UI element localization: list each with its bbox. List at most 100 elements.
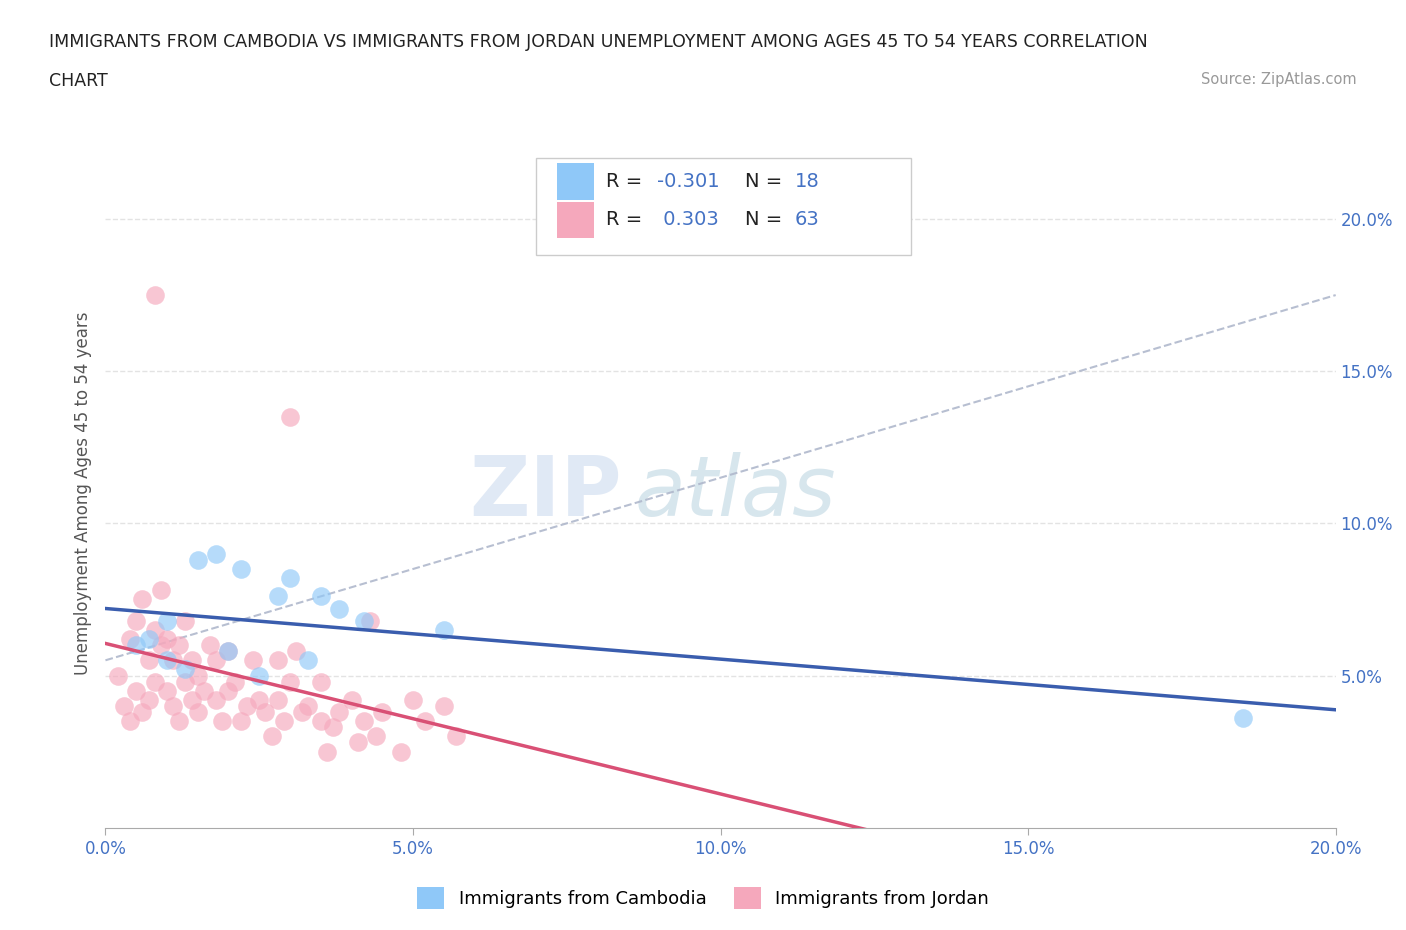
Point xyxy=(285,644,308,658)
Point xyxy=(125,638,148,653)
Text: atlas: atlas xyxy=(634,452,837,534)
Text: N =: N = xyxy=(745,172,789,191)
Point xyxy=(309,713,332,728)
Text: IMMIGRANTS FROM CAMBODIA VS IMMIGRANTS FROM JORDAN UNEMPLOYMENT AMONG AGES 45 TO: IMMIGRANTS FROM CAMBODIA VS IMMIGRANTS F… xyxy=(49,33,1147,50)
Point xyxy=(242,653,264,668)
Point xyxy=(143,287,166,302)
Point xyxy=(120,713,141,728)
Point xyxy=(278,674,301,689)
Point xyxy=(205,546,228,561)
Text: 18: 18 xyxy=(794,172,820,191)
Point xyxy=(143,622,166,637)
Legend: Immigrants from Cambodia, Immigrants from Jordan: Immigrants from Cambodia, Immigrants fro… xyxy=(411,880,995,916)
Point xyxy=(169,713,191,728)
Point xyxy=(229,562,252,577)
Point xyxy=(205,653,228,668)
Point xyxy=(112,698,135,713)
Point xyxy=(174,674,197,689)
Point xyxy=(309,589,332,604)
Point xyxy=(359,613,381,628)
Point xyxy=(254,705,277,720)
Point xyxy=(138,693,160,708)
Point xyxy=(143,674,166,689)
Text: N =: N = xyxy=(745,210,789,229)
Text: 63: 63 xyxy=(794,210,820,229)
Point xyxy=(218,644,240,658)
Point xyxy=(218,644,240,658)
Point xyxy=(211,713,233,728)
Point xyxy=(236,698,259,713)
Point xyxy=(353,613,375,628)
Point xyxy=(156,653,179,668)
Point xyxy=(205,693,228,708)
Text: R =: R = xyxy=(606,172,648,191)
Point xyxy=(180,693,202,708)
Point xyxy=(187,705,209,720)
Point xyxy=(120,631,141,646)
Point xyxy=(138,653,160,668)
Point xyxy=(413,713,436,728)
Point xyxy=(291,705,314,720)
Point xyxy=(218,684,240,698)
Point xyxy=(156,613,179,628)
Point xyxy=(187,552,209,567)
Point xyxy=(444,729,467,744)
Point xyxy=(156,631,179,646)
Point xyxy=(433,698,456,713)
Point xyxy=(187,668,209,683)
Point xyxy=(328,601,350,616)
Text: ZIP: ZIP xyxy=(470,452,621,534)
Text: CHART: CHART xyxy=(49,72,108,89)
Point xyxy=(371,705,394,720)
Point xyxy=(131,705,153,720)
Point xyxy=(224,674,246,689)
Point xyxy=(174,662,197,677)
Text: R =: R = xyxy=(606,210,648,229)
Point xyxy=(278,571,301,586)
FancyBboxPatch shape xyxy=(557,164,593,200)
Point xyxy=(260,729,283,744)
Point xyxy=(364,729,387,744)
Point xyxy=(169,638,191,653)
Point xyxy=(198,638,221,653)
Point xyxy=(156,684,179,698)
Point xyxy=(267,589,290,604)
Point xyxy=(309,674,332,689)
Point xyxy=(149,583,172,598)
Point xyxy=(162,653,184,668)
Point xyxy=(247,693,270,708)
Point xyxy=(1232,711,1254,725)
Point xyxy=(433,622,456,637)
Point xyxy=(107,668,129,683)
Point xyxy=(402,693,425,708)
Point xyxy=(247,668,270,683)
Text: -0.301: -0.301 xyxy=(657,172,720,191)
Point xyxy=(180,653,202,668)
Point xyxy=(125,613,148,628)
Y-axis label: Unemployment Among Ages 45 to 54 years: Unemployment Among Ages 45 to 54 years xyxy=(73,312,91,674)
Point xyxy=(315,744,337,759)
Point xyxy=(174,613,197,628)
Point xyxy=(267,693,290,708)
FancyBboxPatch shape xyxy=(536,158,911,255)
Point xyxy=(273,713,295,728)
Text: 0.303: 0.303 xyxy=(657,210,718,229)
Point xyxy=(162,698,184,713)
Text: Source: ZipAtlas.com: Source: ZipAtlas.com xyxy=(1201,72,1357,86)
Point xyxy=(346,735,368,750)
Point xyxy=(322,720,344,735)
Point xyxy=(229,713,252,728)
Point xyxy=(340,693,363,708)
Point xyxy=(193,684,215,698)
Point xyxy=(149,638,172,653)
Point xyxy=(138,631,160,646)
FancyBboxPatch shape xyxy=(557,202,593,238)
Point xyxy=(125,684,148,698)
Point xyxy=(297,653,319,668)
Point xyxy=(328,705,350,720)
Point xyxy=(267,653,290,668)
Point xyxy=(297,698,319,713)
Point xyxy=(131,592,153,607)
Point xyxy=(278,409,301,424)
Point xyxy=(353,713,375,728)
